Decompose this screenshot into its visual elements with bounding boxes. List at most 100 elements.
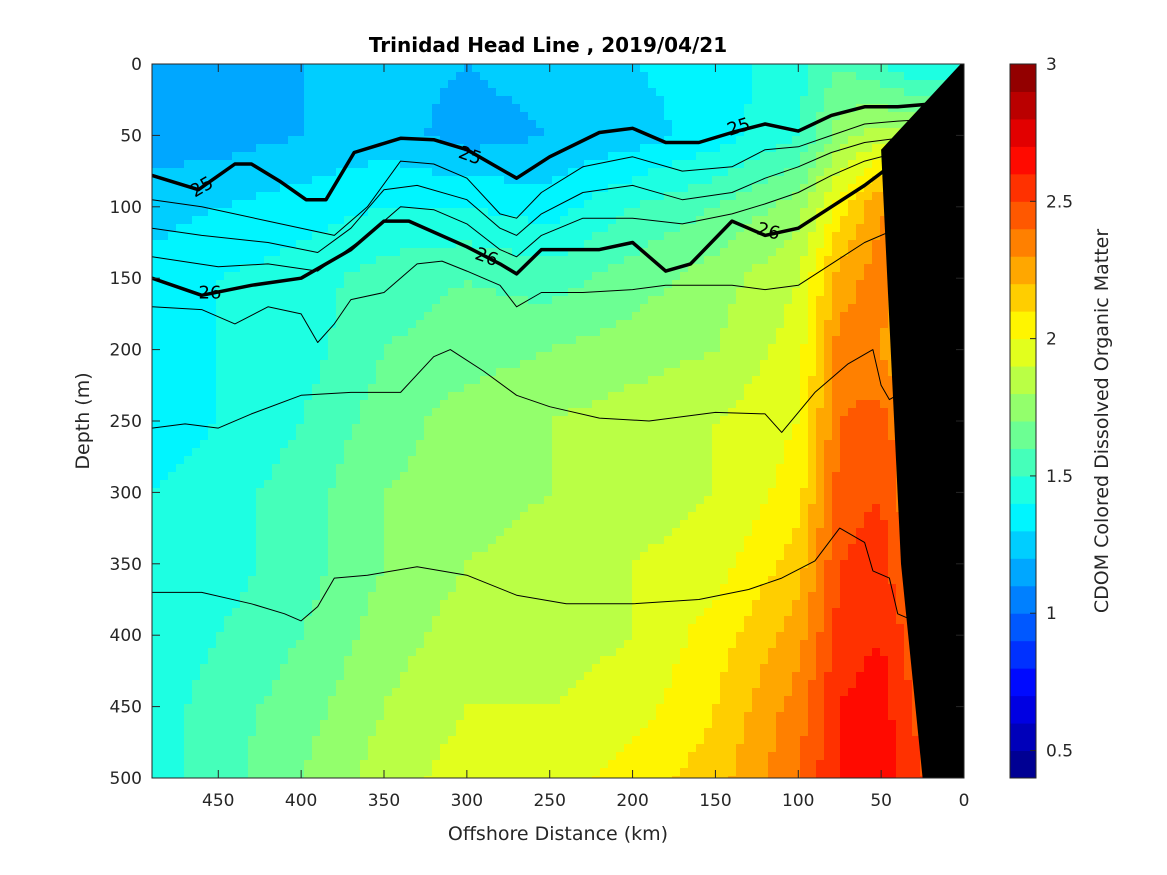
field-cell bbox=[408, 392, 417, 401]
field-cell bbox=[584, 344, 593, 353]
field-cell bbox=[256, 272, 265, 281]
field-cell bbox=[856, 168, 865, 177]
field-cell bbox=[392, 328, 401, 337]
field-cell bbox=[576, 184, 585, 193]
field-cell bbox=[272, 128, 281, 137]
field-cell bbox=[184, 392, 193, 401]
field-cell bbox=[240, 384, 249, 393]
field-cell bbox=[280, 408, 289, 417]
field-cell bbox=[256, 392, 265, 401]
field-cell bbox=[232, 152, 241, 161]
field-cell bbox=[448, 240, 457, 249]
field-cell bbox=[304, 416, 313, 425]
field-cell bbox=[288, 304, 297, 313]
field-cell bbox=[480, 136, 489, 145]
field-cell bbox=[368, 136, 377, 145]
field-cell bbox=[232, 256, 241, 265]
field-cell bbox=[320, 264, 329, 273]
field-cell bbox=[704, 448, 713, 457]
field-cell bbox=[208, 136, 217, 145]
field-cell bbox=[640, 352, 649, 361]
field-cell bbox=[392, 176, 401, 185]
field-cell bbox=[192, 72, 201, 81]
field-cell bbox=[632, 304, 641, 313]
field-cell bbox=[360, 96, 369, 105]
field-cell bbox=[752, 280, 761, 289]
field-cell bbox=[368, 352, 377, 361]
field-cell bbox=[840, 176, 849, 185]
field-cell bbox=[664, 72, 673, 81]
field-cell bbox=[704, 88, 713, 97]
field-cell bbox=[328, 224, 337, 233]
field-cell bbox=[320, 208, 329, 217]
field-cell bbox=[448, 72, 457, 81]
field-cell bbox=[280, 208, 289, 217]
field-cell bbox=[816, 168, 825, 177]
field-cell bbox=[688, 144, 697, 153]
field-cell bbox=[392, 384, 401, 393]
field-cell bbox=[416, 288, 425, 297]
field-cell bbox=[416, 88, 425, 97]
field-cell bbox=[200, 352, 209, 361]
field-cell bbox=[512, 296, 521, 305]
field-cell bbox=[752, 248, 761, 257]
field-cell bbox=[472, 200, 481, 209]
field-cell bbox=[576, 216, 585, 225]
field-cell bbox=[608, 320, 617, 329]
field-cell bbox=[616, 312, 625, 321]
field-cell bbox=[848, 144, 857, 153]
field-cell bbox=[680, 328, 689, 337]
field-cell bbox=[496, 64, 505, 73]
field-cell bbox=[616, 112, 625, 121]
field-cell bbox=[760, 256, 769, 265]
field-cell bbox=[792, 144, 801, 153]
field-cell bbox=[672, 408, 681, 417]
field-cell bbox=[224, 96, 233, 105]
field-cell bbox=[776, 368, 785, 377]
field-cell bbox=[440, 392, 449, 401]
field-cell bbox=[592, 368, 601, 377]
field-cell bbox=[720, 264, 729, 273]
field-cell bbox=[656, 320, 665, 329]
field-cell bbox=[360, 264, 369, 273]
field-cell bbox=[704, 144, 713, 153]
field-cell bbox=[776, 240, 785, 249]
field-cell bbox=[648, 344, 657, 353]
field-cell bbox=[312, 136, 321, 145]
field-cell bbox=[304, 256, 313, 265]
field-cell bbox=[728, 224, 737, 233]
field-cell bbox=[176, 272, 185, 281]
field-cell bbox=[464, 296, 473, 305]
field-cell bbox=[776, 216, 785, 225]
field-cell bbox=[328, 392, 337, 401]
field-cell bbox=[160, 304, 169, 313]
field-cell bbox=[384, 264, 393, 273]
field-cell bbox=[600, 296, 609, 305]
field-cell bbox=[384, 408, 393, 417]
field-cell bbox=[728, 64, 737, 73]
field-cell bbox=[664, 376, 673, 385]
field-cell bbox=[528, 288, 537, 297]
field-cell bbox=[472, 448, 481, 457]
field-cell bbox=[688, 184, 697, 193]
field-cell bbox=[648, 408, 657, 417]
field-cell bbox=[208, 272, 217, 281]
field-cell bbox=[664, 256, 673, 265]
field-cell bbox=[736, 336, 745, 345]
field-cell bbox=[688, 248, 697, 257]
field-cell bbox=[376, 240, 385, 249]
field-cell bbox=[168, 200, 177, 209]
field-cell bbox=[176, 328, 185, 337]
field-cell bbox=[328, 208, 337, 217]
field-cell bbox=[712, 120, 721, 129]
field-cell bbox=[648, 200, 657, 209]
field-cell bbox=[736, 104, 745, 113]
field-cell bbox=[200, 320, 209, 329]
field-cell bbox=[480, 320, 489, 329]
field-cell bbox=[768, 104, 777, 113]
field-cell bbox=[824, 144, 833, 153]
field-cell bbox=[440, 216, 449, 225]
field-cell bbox=[352, 408, 361, 417]
field-cell bbox=[208, 208, 217, 217]
field-cell bbox=[800, 192, 809, 201]
